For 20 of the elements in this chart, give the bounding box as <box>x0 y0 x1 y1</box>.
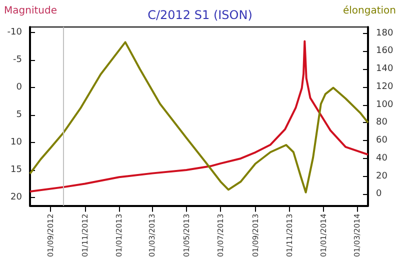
y2-tick-label: 20 <box>376 171 388 182</box>
y-tick-label: 15 <box>10 165 22 176</box>
y2-tick-label: 120 <box>376 82 394 92</box>
y-tick-label: 5 <box>16 110 22 120</box>
y2-tick-label: 180 <box>376 28 394 38</box>
y-tick-label: 20 <box>10 192 22 203</box>
y-axis-title: Magnitude <box>4 6 57 16</box>
y2-tick-label: 40 <box>376 153 388 164</box>
y2-tick-label: 60 <box>376 136 388 146</box>
y-tick-label: -5 <box>13 55 22 66</box>
y2-tick-label: 160 <box>376 46 394 56</box>
y2-tick-label: 100 <box>376 100 394 110</box>
y2-tick-label: 140 <box>376 64 394 74</box>
y2-tick-label: 0 <box>376 189 382 200</box>
y-tick-label: 10 <box>10 138 22 148</box>
y-tick-label: 0 <box>16 82 22 93</box>
y-tick-label: -10 <box>7 28 22 38</box>
y2-axis-title: élongation <box>342 6 396 16</box>
chart-title: C/2012 S1 (ISON) <box>148 8 252 22</box>
y2-tick-label: 80 <box>376 118 388 128</box>
